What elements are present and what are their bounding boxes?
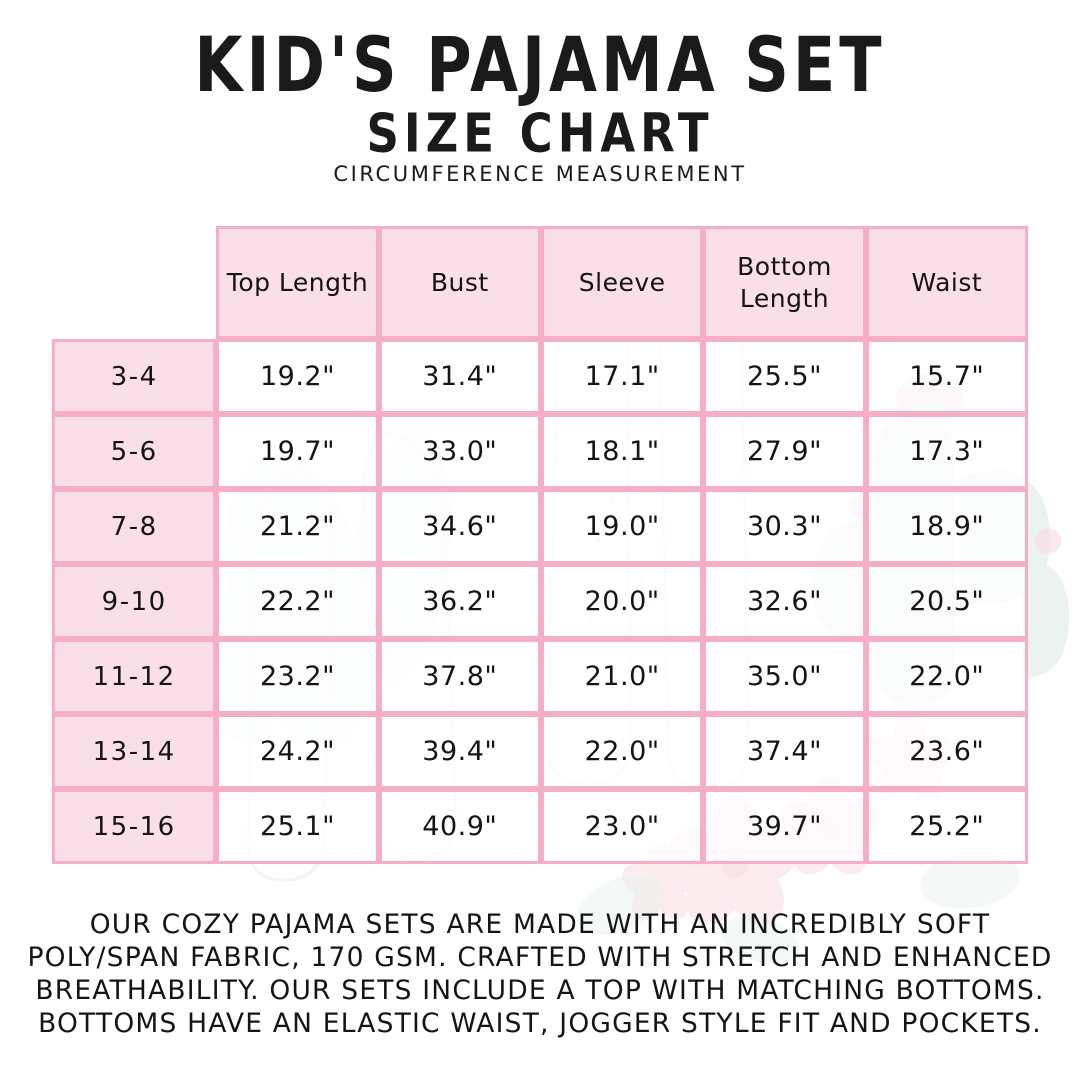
table-row: 5-6 19.7" 33.0" 18.1" 27.9" 17.3" xyxy=(52,414,1028,489)
cell-top-length: 21.2" xyxy=(216,489,379,564)
cell-top-length: 19.7" xyxy=(216,414,379,489)
cell-top-length: 22.2" xyxy=(216,564,379,639)
cell-sleeve: 22.0" xyxy=(540,714,704,789)
cell-waist: 25.2" xyxy=(865,789,1028,864)
cell-sleeve: 17.1" xyxy=(540,339,704,414)
table-header: Top Length Bust Sleeve Bottom Length Wai… xyxy=(52,226,1028,339)
cell-bust: 40.9" xyxy=(378,789,541,864)
table-row: 3-4 19.2" 31.4" 17.1" 25.5" 15.7" xyxy=(52,339,1028,414)
cell-sleeve: 21.0" xyxy=(540,639,704,714)
cell-bust: 37.8" xyxy=(378,639,541,714)
fabric-description: OUR COZY PAJAMA SETS ARE MADE WITH AN IN… xyxy=(27,909,1053,1039)
cell-top-length: 24.2" xyxy=(216,714,379,789)
column-header-waist: Waist xyxy=(865,226,1028,339)
cell-waist: 17.3" xyxy=(865,414,1028,489)
cell-waist: 22.0" xyxy=(865,639,1028,714)
size-label: 9-10 xyxy=(52,564,217,639)
column-header-sleeve: Sleeve xyxy=(540,226,704,339)
table-row: 15-16 25.1" 40.9" 23.0" 39.7" 25.2" xyxy=(52,789,1028,864)
column-header-bust: Bust xyxy=(378,226,541,339)
cell-sleeve: 23.0" xyxy=(540,789,704,864)
size-label: 11-12 xyxy=(52,639,217,714)
cell-bust: 36.2" xyxy=(378,564,541,639)
cell-bottom-length: 32.6" xyxy=(703,564,866,639)
size-label: 3-4 xyxy=(52,339,217,414)
cell-bottom-length: 35.0" xyxy=(703,639,866,714)
table-row: 9-10 22.2" 36.2" 20.0" 32.6" 20.5" xyxy=(52,564,1028,639)
cell-bust: 39.4" xyxy=(378,714,541,789)
measurement-note: CIRCUMFERENCE MEASUREMENT xyxy=(333,162,747,186)
page-subtitle: SIZE CHART xyxy=(366,102,714,165)
size-chart-table: Top Length Bust Sleeve Bottom Length Wai… xyxy=(52,226,1028,864)
cell-bust: 31.4" xyxy=(378,339,541,414)
table-row: 11-12 23.2" 37.8" 21.0" 35.0" 22.0" xyxy=(52,639,1028,714)
cell-bottom-length: 27.9" xyxy=(703,414,866,489)
cell-waist: 18.9" xyxy=(865,489,1028,564)
cell-top-length: 23.2" xyxy=(216,639,379,714)
column-header-top-length: Top Length xyxy=(216,226,379,339)
table-corner-cell xyxy=(52,226,216,339)
cell-bust: 33.0" xyxy=(378,414,541,489)
column-header-bottom-length: Bottom Length xyxy=(703,226,866,339)
page-title: KID'S PAJAMA SET xyxy=(194,20,886,110)
cell-sleeve: 20.0" xyxy=(540,564,704,639)
cell-bottom-length: 25.5" xyxy=(703,339,866,414)
cell-bottom-length: 30.3" xyxy=(703,489,866,564)
size-label: 13-14 xyxy=(52,714,217,789)
size-label: 5-6 xyxy=(52,414,217,489)
table-body: 3-4 19.2" 31.4" 17.1" 25.5" 15.7" 5-6 19… xyxy=(52,339,1028,864)
cell-top-length: 19.2" xyxy=(216,339,379,414)
cell-waist: 20.5" xyxy=(865,564,1028,639)
cell-sleeve: 18.1" xyxy=(540,414,704,489)
cell-top-length: 25.1" xyxy=(216,789,379,864)
cell-sleeve: 19.0" xyxy=(540,489,704,564)
cell-bottom-length: 39.7" xyxy=(703,789,866,864)
cell-bust: 34.6" xyxy=(378,489,541,564)
size-label: 7-8 xyxy=(52,489,217,564)
cell-waist: 23.6" xyxy=(865,714,1028,789)
table-header-row: Top Length Bust Sleeve Bottom Length Wai… xyxy=(52,226,1028,339)
size-label: 15-16 xyxy=(52,789,217,864)
cell-bottom-length: 37.4" xyxy=(703,714,866,789)
table-row: 13-14 24.2" 39.4" 22.0" 37.4" 23.6" xyxy=(52,714,1028,789)
cell-waist: 15.7" xyxy=(865,339,1028,414)
table-row: 7-8 21.2" 34.6" 19.0" 30.3" 18.9" xyxy=(52,489,1028,564)
